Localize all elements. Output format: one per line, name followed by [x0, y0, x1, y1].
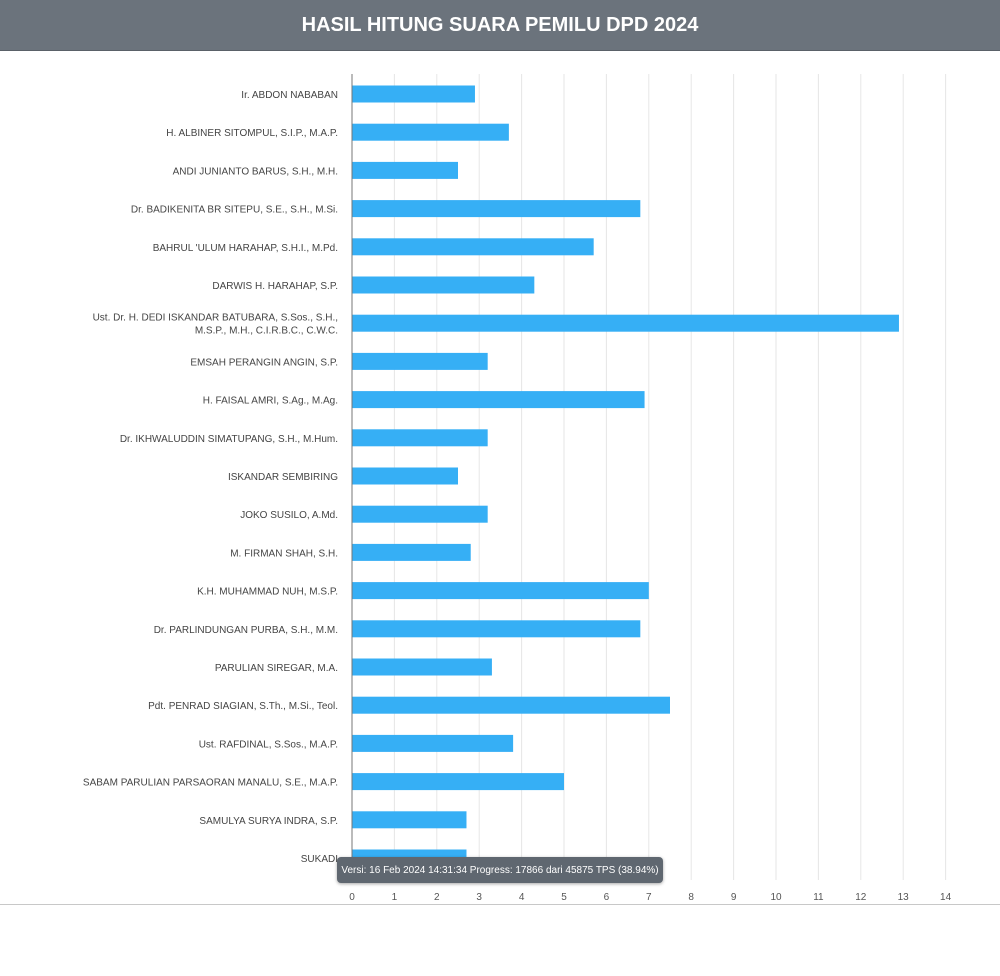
- x-tick-label: 10: [770, 892, 782, 903]
- bar: [352, 734, 514, 752]
- bar: [352, 123, 509, 141]
- category-label: SABAM PARULIAN PARSAORAN MANALU, S.E., M…: [83, 778, 338, 789]
- x-tick-label: 2: [434, 892, 440, 903]
- category-label: H. FAISAL AMRI, S.Ag., M.Ag.: [203, 396, 338, 407]
- category-label: Dr. PARLINDUNGAN PURBA, S.H., M.M.: [154, 625, 338, 636]
- x-tick-label: 9: [731, 892, 737, 903]
- bar: [352, 85, 475, 103]
- category-label: DARWIS H. HARAHAP, S.P.: [212, 281, 338, 292]
- bar: [352, 429, 488, 447]
- x-tick-label: 8: [688, 892, 694, 903]
- category-label: K.H. MUHAMMAD NUH, M.S.P.: [197, 587, 338, 598]
- category-label: ISKANDAR SEMBIRING: [228, 472, 338, 483]
- bottom-divider: [0, 904, 1000, 905]
- category-label: Ir. ABDON NABABAN: [241, 90, 338, 101]
- bar: [352, 505, 488, 523]
- bar: [352, 811, 467, 829]
- x-tick-label: 5: [561, 892, 567, 903]
- x-tick-label: 11: [813, 892, 824, 903]
- bar: [352, 582, 649, 600]
- chart-title: HASIL HITUNG SUARA PEMILU DPD 2024: [301, 13, 699, 36]
- bar: [352, 314, 899, 332]
- category-label: Ust. RAFDINAL, S.Sos., M.A.P.: [199, 739, 338, 750]
- chart-title-header: HASIL HITUNG SUARA PEMILU DPD 2024: [0, 0, 1000, 51]
- x-tick-label: 4: [519, 892, 525, 903]
- x-tick-label: 6: [604, 892, 610, 903]
- bar: [352, 773, 564, 791]
- category-label: JOKO SUSILO, A.Md.: [240, 510, 338, 521]
- tooltip-text: Versi: 16 Feb 2024 14:31:34 Progress: 17…: [341, 864, 659, 876]
- category-label: SUKADI: [301, 854, 338, 865]
- x-tick-label: 7: [646, 892, 652, 903]
- bar: [352, 620, 641, 638]
- bar: [352, 276, 535, 294]
- bar: [352, 391, 645, 409]
- category-label: SAMULYA SURYA INDRA, S.P.: [199, 816, 338, 827]
- x-tick-label: 14: [940, 892, 952, 903]
- category-label: EMSAH PERANGIN ANGIN, S.P.: [190, 357, 338, 368]
- version-progress-tooltip: Versi: 16 Feb 2024 14:31:34 Progress: 17…: [337, 857, 663, 883]
- bar: [352, 238, 594, 256]
- category-label: BAHRUL 'ULUM HARAHAP, S.H.I., M.Pd.: [153, 243, 338, 254]
- x-tick-label: 3: [476, 892, 482, 903]
- category-label: Dr. BADIKENITA BR SITEPU, S.E., S.H., M.…: [131, 205, 338, 216]
- category-label: PARULIAN SIREGAR, M.A.: [215, 663, 338, 674]
- bar: [352, 161, 458, 179]
- x-tick-label: 12: [855, 892, 867, 903]
- x-tick-label: 1: [392, 892, 398, 903]
- bar: [352, 658, 492, 676]
- bar: [352, 467, 458, 485]
- bar: [352, 352, 488, 370]
- x-tick-label: 13: [898, 892, 910, 903]
- category-label: Dr. IKHWALUDDIN SIMATUPANG, S.H., M.Hum.: [120, 434, 338, 445]
- category-label: Pdt. PENRAD SIAGIAN, S.Th., M.Si., Teol.: [148, 701, 338, 712]
- bar: [352, 200, 641, 218]
- category-label: H. ALBINER SITOMPUL, S.I.P., M.A.P.: [166, 128, 338, 139]
- bar: [352, 543, 471, 561]
- category-label: ANDI JUNIANTO BARUS, S.H., M.H.: [173, 166, 338, 177]
- bar: [352, 696, 670, 714]
- category-label: M. FIRMAN SHAH, S.H.: [230, 548, 338, 559]
- x-tick-label: 0: [349, 892, 355, 903]
- category-label: M.S.P., M.H., C.I.R.B.C., C.W.C.: [195, 326, 338, 337]
- category-label: Ust. Dr. H. DEDI ISKANDAR BATUBARA, S.So…: [93, 313, 338, 324]
